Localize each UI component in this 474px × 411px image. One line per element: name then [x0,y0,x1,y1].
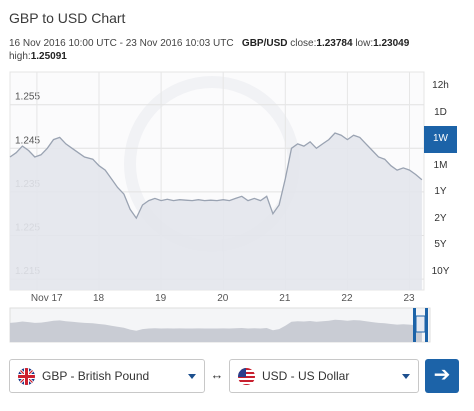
range-button-1m[interactable]: 1M [433,159,448,171]
close-value: 1.23784 [316,38,353,49]
high-label: high: [9,50,31,62]
uk-flag-icon [18,367,35,385]
navigator-window [415,315,426,333]
navigator-series [10,319,422,342]
high-value: 1.25091 [30,50,67,62]
x-tick-label: 20 [217,293,229,304]
swap-currencies-button[interactable]: ↔ [210,367,224,382]
low-label: low: [355,38,374,49]
to-currency-select[interactable]: USD - US Dollar [229,359,419,393]
chart-title: GBP to USD Chart [9,10,126,26]
series-line [9,132,423,220]
x-tick-label: 23 [404,293,416,304]
range-button-2y[interactable]: 2Y [434,212,447,224]
close-label: close: [290,38,317,49]
y-tick-label: 1.245 [15,135,40,146]
chart-summary: 16 Nov 2016 10:00 UTC - 23 Nov 2016 10:0… [9,38,464,63]
series-area [10,133,422,290]
range-button-1w[interactable]: 1W [424,126,457,153]
x-tick-label: Nov 17 [31,293,63,304]
currency-pair: GBP/USD [241,38,288,49]
chevron-down-icon [188,373,196,379]
range-button-1y[interactable]: 1Y [434,186,447,197]
x-tick-label: 21 [279,293,291,304]
chevron-down-icon [402,373,410,379]
navigator-handle-icon [413,308,416,342]
from-currency-label: GBP - British Pound [42,369,150,383]
navigator-handle-icon [425,308,428,342]
us-flag-icon [238,367,255,385]
range-button-12h[interactable]: 12h [432,80,449,91]
range-button-5y[interactable]: 5Y [434,239,447,250]
convert-arrow-button[interactable]: ➔ [425,359,459,393]
range-button-1d[interactable]: 1D [434,106,447,118]
range-button-10y[interactable]: 10Y [431,265,450,277]
to-currency-label: USD - US Dollar [262,369,350,383]
x-tick-label: 22 [341,293,353,304]
time-range-selector: 12h 1D 1W 1M 1Y 2Y 5Y 10Y [424,73,457,285]
date-range: 16 Nov 2016 10:00 UTC - 23 Nov 2016 10:0… [9,38,234,49]
x-tick-label: 19 [155,293,167,304]
low-value: 1.23049 [373,38,410,49]
from-currency-select[interactable]: GBP - British Pound [9,359,205,393]
y-tick-label: 1.255 [15,92,40,103]
x-tick-label: 18 [93,293,105,304]
